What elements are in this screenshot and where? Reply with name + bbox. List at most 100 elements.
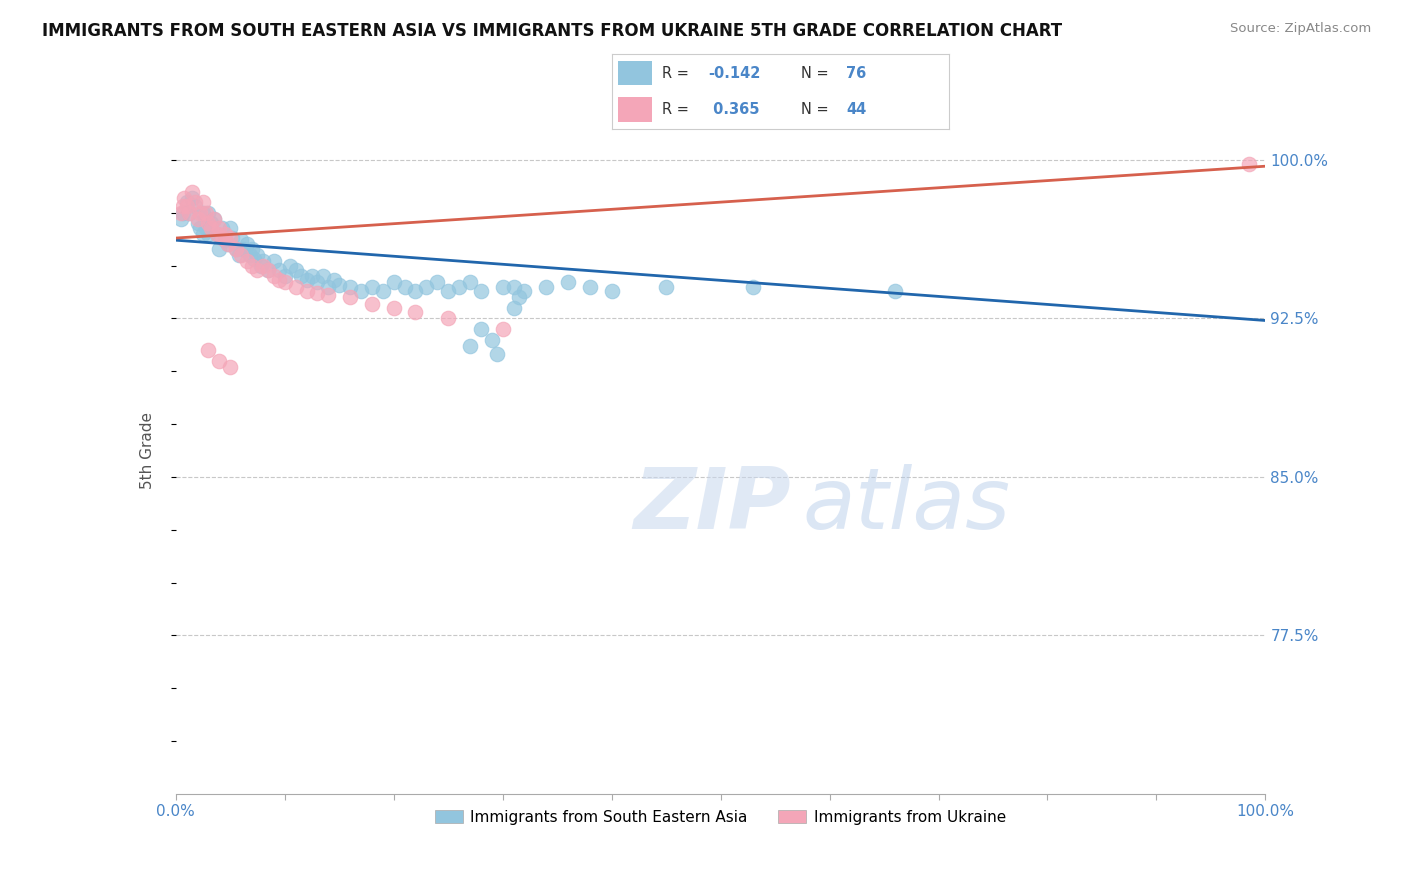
Point xyxy=(231,248,253,262)
Point xyxy=(295,284,318,298)
Point xyxy=(405,305,427,319)
Point xyxy=(246,262,269,277)
Point xyxy=(328,277,350,292)
Point xyxy=(339,290,361,304)
Text: -0.142: -0.142 xyxy=(707,66,761,81)
Point xyxy=(382,276,405,290)
Point xyxy=(263,254,285,268)
Point xyxy=(173,191,195,205)
Point xyxy=(191,227,214,241)
Point xyxy=(470,284,492,298)
Point xyxy=(217,237,239,252)
Point xyxy=(200,216,222,230)
Point xyxy=(284,279,307,293)
Point xyxy=(172,199,194,213)
Point xyxy=(170,212,193,227)
Point xyxy=(184,195,207,210)
Bar xyxy=(619,62,652,86)
Text: N =: N = xyxy=(800,102,832,117)
Point xyxy=(197,343,219,357)
Point xyxy=(240,259,263,273)
Point xyxy=(191,195,214,210)
Text: 44: 44 xyxy=(846,102,866,117)
Point xyxy=(405,284,427,298)
Point xyxy=(274,269,297,284)
Point xyxy=(884,284,907,298)
Point xyxy=(742,279,765,293)
Point xyxy=(274,276,297,290)
Point xyxy=(172,205,194,219)
Point xyxy=(211,220,233,235)
Point xyxy=(188,205,211,219)
Point xyxy=(318,288,340,302)
Point xyxy=(295,273,318,287)
Point xyxy=(257,262,280,277)
Point xyxy=(219,220,242,235)
Point xyxy=(205,227,228,241)
Point xyxy=(360,296,382,310)
Point xyxy=(188,220,211,235)
Point xyxy=(246,248,269,262)
Point xyxy=(415,279,437,293)
Point xyxy=(318,279,340,293)
Point xyxy=(217,237,239,252)
Text: IMMIGRANTS FROM SOUTH EASTERN ASIA VS IMMIGRANTS FROM UKRAINE 5TH GRADE CORRELAT: IMMIGRANTS FROM SOUTH EASTERN ASIA VS IM… xyxy=(42,22,1063,40)
Point xyxy=(197,205,219,219)
Legend: Immigrants from South Eastern Asia, Immigrants from Ukraine: Immigrants from South Eastern Asia, Immi… xyxy=(429,804,1012,830)
Point xyxy=(235,254,257,268)
Point xyxy=(177,205,200,219)
Text: R =: R = xyxy=(662,66,693,81)
Point xyxy=(263,269,285,284)
Point xyxy=(307,285,329,300)
Point xyxy=(426,276,449,290)
Point xyxy=(235,237,257,252)
Point xyxy=(186,216,209,230)
Point xyxy=(534,279,557,293)
Y-axis label: 5th Grade: 5th Grade xyxy=(141,412,155,489)
Text: N =: N = xyxy=(800,66,832,81)
Point xyxy=(225,242,247,256)
Point xyxy=(243,252,266,267)
Point xyxy=(486,347,509,361)
Point xyxy=(184,199,207,213)
Point xyxy=(339,279,361,293)
Point xyxy=(579,279,602,293)
Point xyxy=(239,248,262,262)
Point xyxy=(360,279,382,293)
Text: Source: ZipAtlas.com: Source: ZipAtlas.com xyxy=(1230,22,1371,36)
Text: atlas: atlas xyxy=(803,464,1011,547)
Point xyxy=(470,322,492,336)
Point xyxy=(600,284,623,298)
Point xyxy=(200,220,222,235)
Point xyxy=(181,185,204,199)
Point xyxy=(447,279,470,293)
Point xyxy=(269,273,291,287)
Text: 0.365: 0.365 xyxy=(707,102,759,117)
Point xyxy=(176,199,198,213)
Point xyxy=(371,284,394,298)
Text: R =: R = xyxy=(662,102,693,117)
Point xyxy=(202,212,225,227)
Point xyxy=(269,262,291,277)
Point xyxy=(202,212,225,227)
Point xyxy=(232,242,254,256)
Point xyxy=(284,262,307,277)
Point xyxy=(208,220,231,235)
Point xyxy=(437,311,460,326)
Point xyxy=(557,276,579,290)
Text: ZIP: ZIP xyxy=(633,464,792,547)
Point xyxy=(191,205,214,219)
Bar xyxy=(619,97,652,122)
Point xyxy=(437,284,460,298)
Point xyxy=(228,248,250,262)
Point xyxy=(225,242,247,256)
Point xyxy=(197,216,219,230)
Point xyxy=(278,259,301,273)
Point xyxy=(221,231,243,245)
Point xyxy=(186,212,209,227)
Point xyxy=(249,259,271,273)
Point xyxy=(502,301,524,315)
Point xyxy=(257,262,280,277)
Point xyxy=(211,231,233,245)
Point xyxy=(176,195,198,210)
